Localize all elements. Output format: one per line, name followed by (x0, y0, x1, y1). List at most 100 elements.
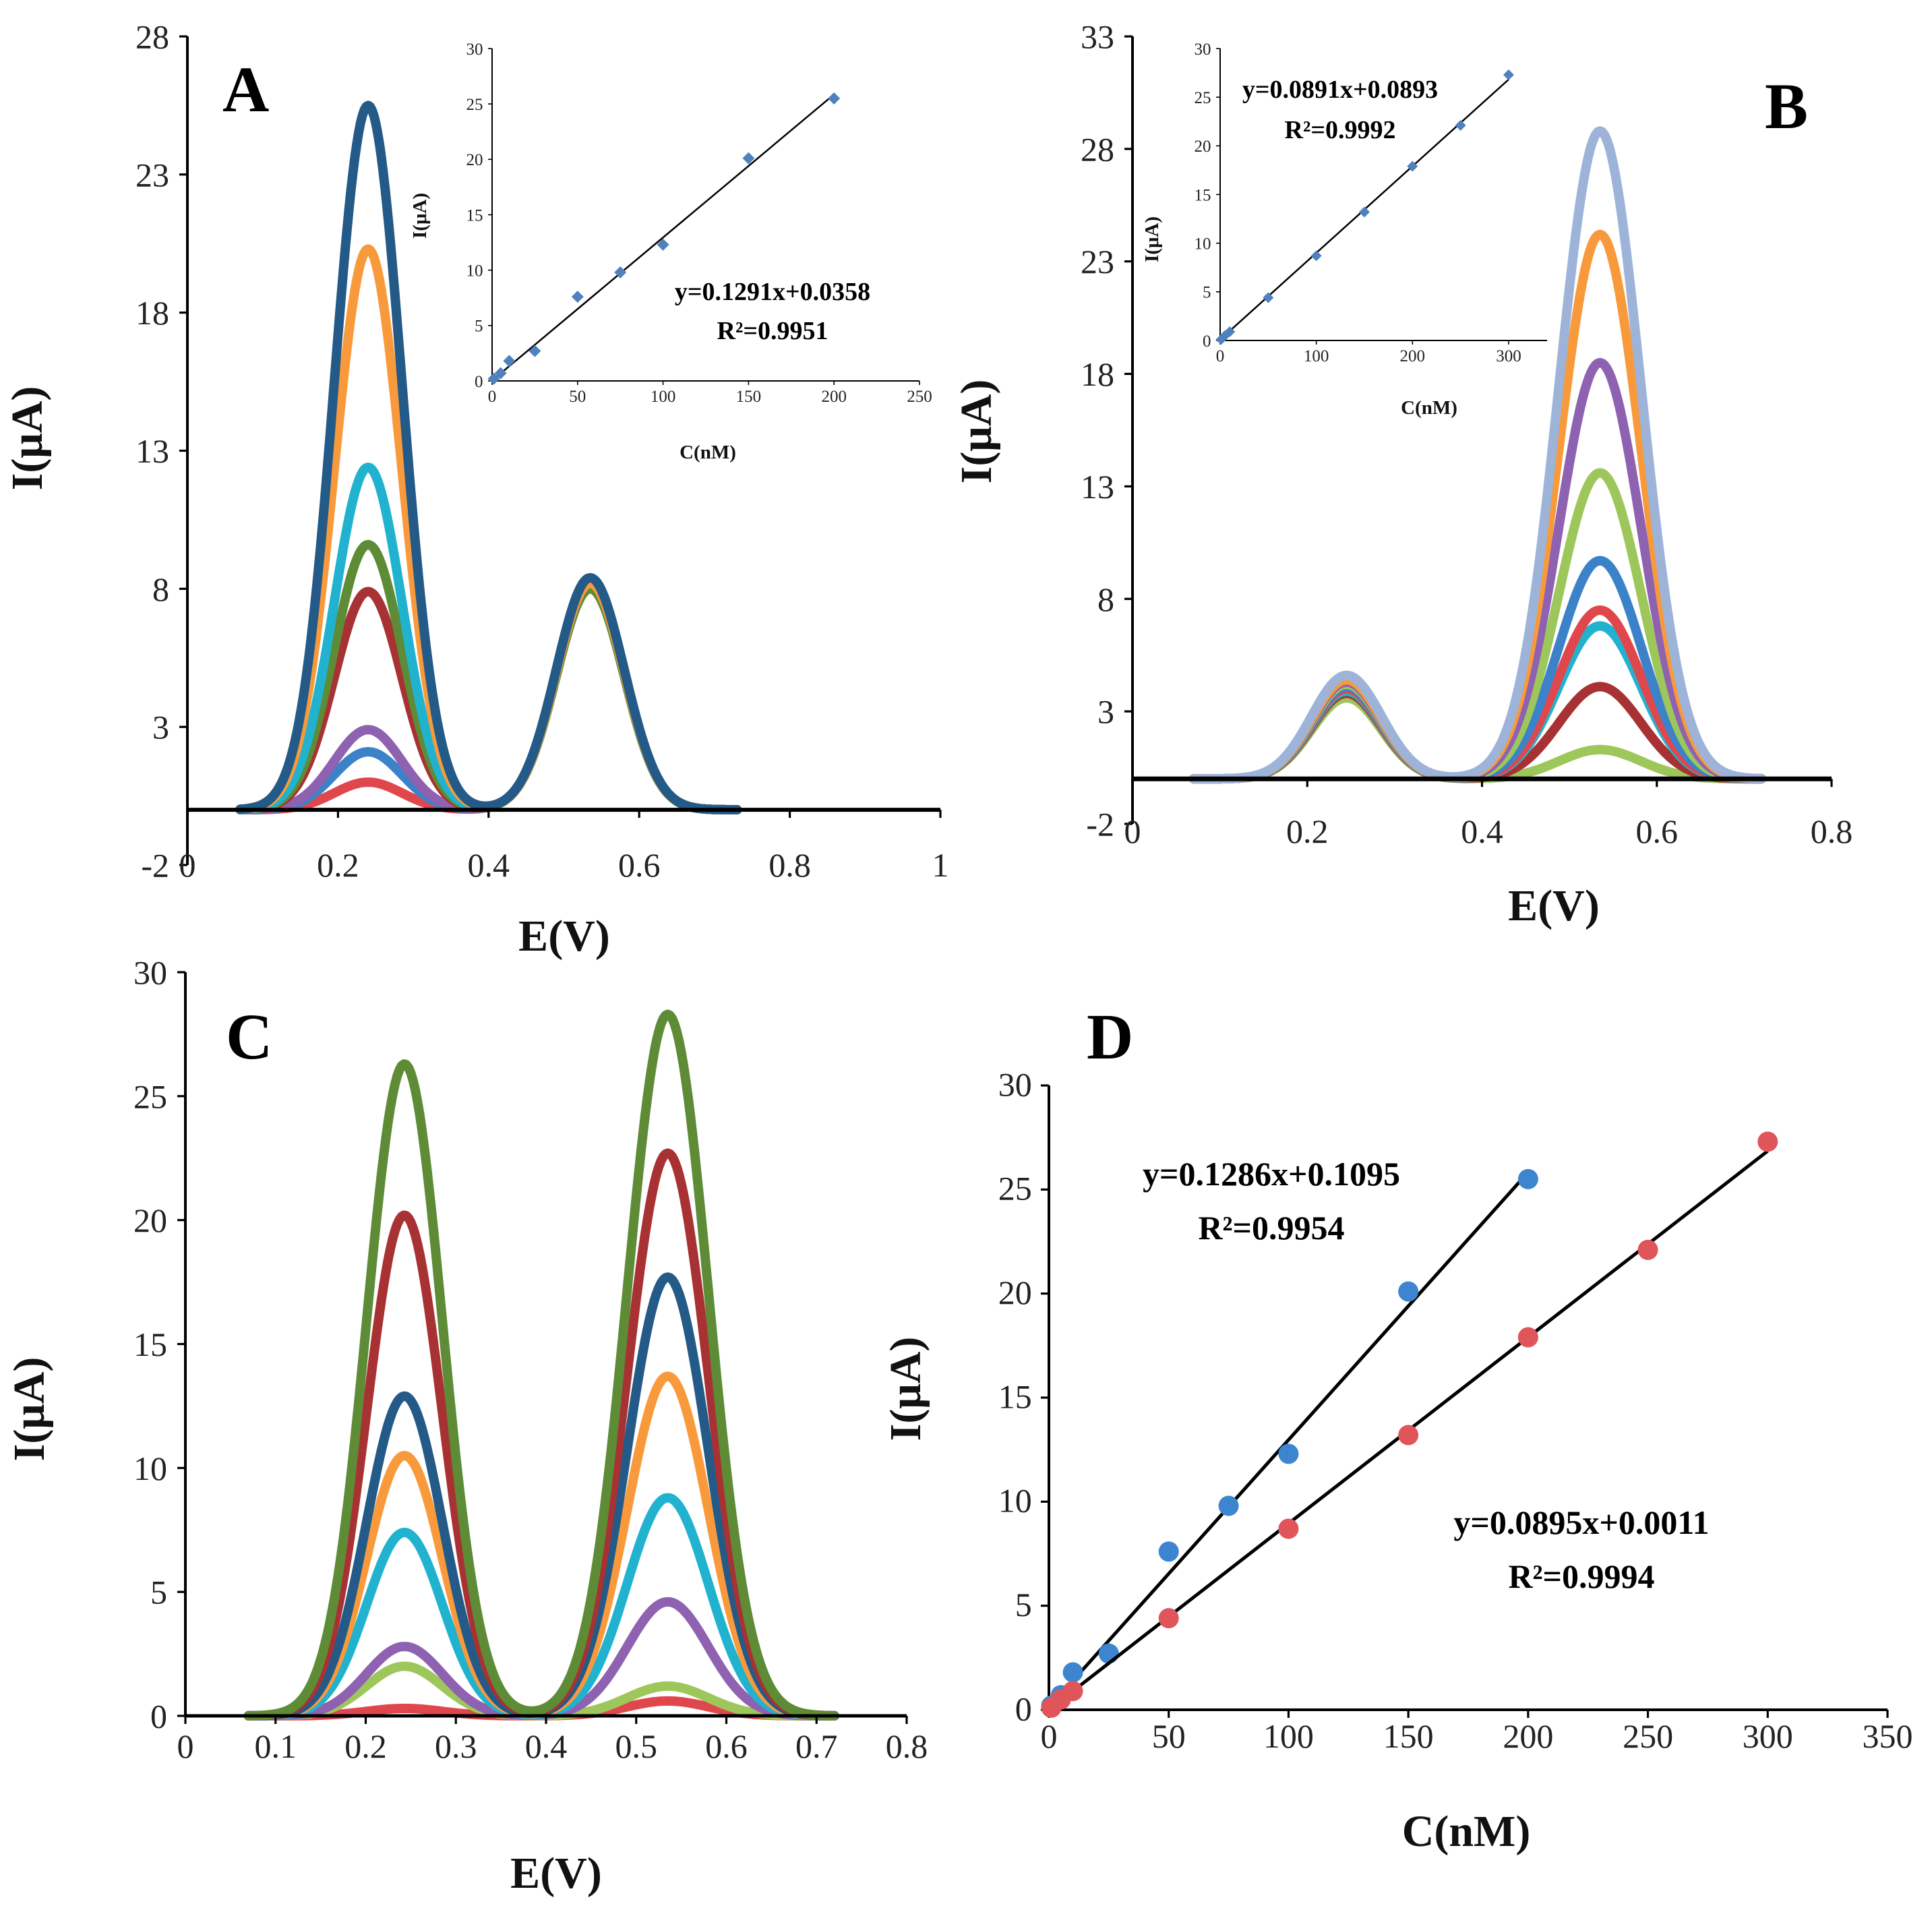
panel-a-inset-r2: R²=0.9951 (717, 317, 828, 345)
panel-b-y-tick-label: 33 (1081, 18, 1114, 56)
panel-d-red-equation: y=0.0895x+0.0011 (1453, 1503, 1709, 1541)
panel-b-x-tick-label: 0 (1124, 812, 1141, 850)
panel-a-inset-x-tick-label: 50 (569, 388, 586, 406)
panel-b-inset-points (1215, 69, 1514, 345)
panel-d-x-tick-label: 300 (1743, 1717, 1793, 1755)
panel-d-series-1-point (1218, 1495, 1239, 1516)
panel-d-series-2-point (1637, 1239, 1658, 1260)
panel-d-x-axis-title: C(nM) (1402, 1807, 1531, 1856)
panel-c-y-tick-label: 0 (150, 1698, 167, 1735)
panel-a-inset-x-title: C(nM) (680, 442, 736, 463)
panel-c-x-tick-label: 0.2 (344, 1727, 387, 1765)
panel-a-inset-x-tick-label: 100 (651, 388, 676, 406)
panel-a-y-tick-label: 3 (152, 709, 169, 746)
panel-d-series-1-point (1398, 1281, 1419, 1302)
panel-b-inset-x-tick-label: 100 (1304, 347, 1329, 365)
panel-d-series-1-point (1278, 1443, 1299, 1464)
panel-d-series-2-point (1158, 1608, 1179, 1629)
panel-a-y-tick-label: 23 (135, 156, 169, 193)
panel-d-y-tick-label: 10 (998, 1482, 1032, 1520)
panel-d-y-tick-label: 5 (1015, 1586, 1032, 1623)
panel-a-x-tick-label: 0.8 (768, 846, 811, 884)
panel-b-y-tick-label: 23 (1081, 243, 1114, 280)
panel-b-y-tick-label: 28 (1081, 130, 1114, 168)
panel-d-series-1-fit-line (1048, 1171, 1530, 1709)
panel-d-blue-r2: R²=0.9954 (1198, 1209, 1344, 1247)
panel-d-series-1-point (1158, 1541, 1179, 1562)
panel-c-y-tick-label: 5 (150, 1574, 167, 1611)
panel-c-y-axis-title: I(μA) (5, 1357, 54, 1462)
panel-d-x-tick-label: 0 (1041, 1717, 1058, 1755)
panel-d-red-r2: R²=0.9994 (1508, 1557, 1654, 1595)
panel-a-inset-point (742, 152, 755, 165)
panel-a-y-axis-title: I(μA) (3, 386, 52, 491)
panel-d-blue-equation: y=0.1286x+0.1095 (1143, 1155, 1400, 1193)
panel-d-x-tick-label: 50 (1152, 1717, 1186, 1755)
panel-b-inset-x-tick-label: 0 (1216, 347, 1225, 365)
panel-c-axes (177, 971, 908, 1724)
panel-a-inset-point (503, 355, 516, 367)
panel-d-y-axis-title: I(μA) (881, 1337, 930, 1441)
panel-c-curves (243, 1009, 839, 1721)
panel-b-inset-x-title: C(nM) (1401, 397, 1457, 419)
panel-b-y-tick-label: 3 (1097, 693, 1114, 731)
panel-c-x-axis-title: E(V) (510, 1849, 602, 1898)
panel-a-inset-fit-line (491, 94, 835, 382)
panel-a-inset-y-tick-label: 10 (466, 262, 483, 280)
panel-a-inset-point (529, 345, 541, 357)
panel-d-series-1-point (1517, 1168, 1538, 1189)
panel-d-x-tick-label: 200 (1503, 1717, 1553, 1755)
panel-a-inset-point (494, 367, 507, 380)
panel-b-inset-point (1407, 160, 1418, 172)
panel-d-series-1-point (1062, 1662, 1083, 1683)
panel-d-calibration: 0 50 100 150 200 250 300 350 0 5 10 15 20 25 30 D C(nM… (881, 1001, 1913, 1856)
panel-b-inset-equation: y=0.0891x+0.0893 (1242, 76, 1438, 104)
panel-c-x-tick-label: 0.6 (705, 1727, 748, 1765)
panel-b-inset-y-tick-label: 15 (1195, 186, 1211, 204)
panel-b-tick-labels: 0 0.2 0.4 0.6 0.8 -2 3 8 13 18 23 28 33 (1081, 18, 1852, 851)
panel-a-y-tick-label: 13 (135, 432, 169, 470)
panel-b-label: B (1765, 70, 1808, 142)
panel-b-x-axis-title: E(V) (1508, 881, 1600, 930)
panel-d-x-tick-label: 350 (1863, 1717, 1913, 1755)
panel-b-inset-y-tick-label: 10 (1195, 235, 1211, 253)
panel-b-inset-point (1310, 250, 1322, 262)
panel-d-y-tick-label: 20 (998, 1274, 1032, 1311)
panel-c-x-tick-label: 0.1 (255, 1727, 297, 1765)
panel-a-inset-equation: y=0.1291x+0.0358 (675, 278, 870, 306)
panel-a-inset-x-tick-label: 0 (488, 388, 497, 406)
panel-a-inset-point (614, 266, 627, 278)
panel-b-axes (1124, 35, 1833, 825)
panel-b-x-tick-label: 0.8 (1811, 812, 1853, 850)
panel-b-inset-y-tick-label: 5 (1203, 284, 1211, 302)
panel-b-y-tick-label: 13 (1081, 468, 1114, 506)
panel-c-tick-labels: 0 0.1 0.2 0.3 0.4 0.5 0.6 0.7 0.8 0 5 10 15 20 25 30 (133, 954, 928, 1766)
panel-b-inset-axes (1216, 48, 1547, 345)
panel-a-inset-y-tick-label: 20 (466, 151, 483, 169)
panel-a-inset-point (657, 238, 669, 251)
panel-a-y-tick-label: 18 (135, 294, 169, 332)
panel-a-inset-point (487, 372, 500, 385)
panel-d-y-tick-label: 15 (998, 1377, 1032, 1415)
panel-c-y-tick-label: 15 (133, 1325, 167, 1363)
panel-d-series-2-point (1398, 1425, 1419, 1445)
panel-b-inset-r2: R²=0.9992 (1285, 116, 1396, 144)
panel-a-inset-point (828, 92, 841, 105)
panel-c-y-tick-label: 20 (133, 1201, 167, 1239)
panel-d-series-1-point (1098, 1643, 1119, 1664)
panel-b-inset-y-tick-label: 0 (1203, 332, 1211, 351)
panel-c-x-tick-label: 0.7 (795, 1727, 838, 1765)
panel-a-tick-labels: 0 0.2 0.4 0.6 0.8 1 -2 3 8 13 18 23 28 (135, 18, 949, 885)
panel-d-x-tick-label: 100 (1263, 1717, 1314, 1755)
panel-b-inset-point (1263, 292, 1274, 303)
panel-d-axes (1041, 1084, 1889, 1718)
panel-a-axes (179, 35, 942, 866)
panel-c-x-tick-label: 0.3 (435, 1727, 477, 1765)
panel-b-y-tick-label: -2 (1086, 806, 1114, 843)
panel-c-curve-8 (243, 1009, 839, 1721)
panel-b-inset-point (1224, 326, 1236, 338)
panel-b-inset-point (1503, 69, 1514, 80)
panel-b-x-tick-label: 0.2 (1286, 812, 1329, 850)
